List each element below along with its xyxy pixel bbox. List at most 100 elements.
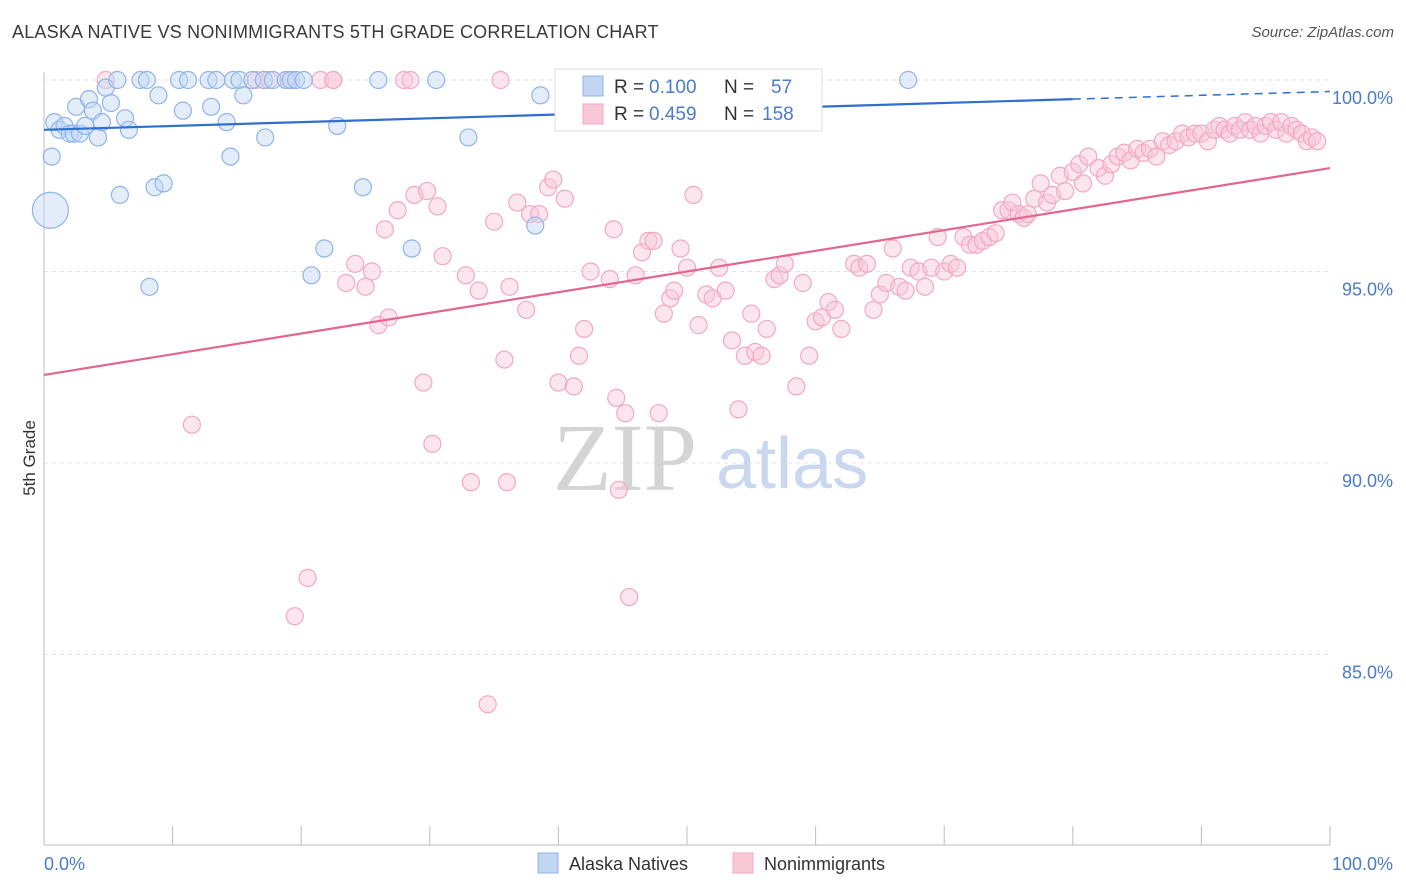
- data-point-alaska-natives: [217, 113, 236, 132]
- data-point-nonimmigrants: [665, 281, 684, 300]
- data-point-nonimmigrants: [793, 273, 812, 293]
- data-point-alaska-natives: [101, 93, 120, 113]
- data-point-alaska-natives: [92, 113, 111, 132]
- data-point-nonimmigrants: [1073, 174, 1093, 193]
- data-point-nonimmigrants: [1018, 204, 1037, 224]
- legend-swatch-pink: [582, 103, 604, 125]
- data-point-nonimmigrants: [689, 316, 708, 335]
- data-point-nonimmigrants: [375, 220, 394, 239]
- data-point-nonimmigrants: [517, 300, 536, 319]
- data-point-nonimmigrants: [915, 277, 935, 296]
- data-point-alaska-natives: [526, 216, 545, 235]
- data-point-alaska-natives: [149, 86, 168, 105]
- data-point-nonimmigrants: [757, 319, 776, 339]
- data-point-nonimmigrants: [564, 377, 583, 396]
- data-point-nonimmigrants: [469, 281, 488, 300]
- data-point-nonimmigrants: [1272, 113, 1291, 132]
- data-point-alaska-natives: [154, 174, 173, 193]
- data-point-nonimmigrants: [428, 197, 447, 216]
- data-point-nonimmigrants: [508, 193, 527, 212]
- data-point-alaska-natives: [234, 86, 253, 105]
- data-point-nonimmigrants: [456, 266, 475, 285]
- data-point-alaska-natives: [899, 70, 918, 90]
- data-point-nonimmigrants: [500, 277, 519, 296]
- legend-r-value-2: 0.459: [649, 104, 697, 125]
- legend-r-value-1: 0.100: [649, 77, 697, 98]
- data-point-alaska-natives: [281, 70, 301, 90]
- legend-r-label-1: R =: [614, 77, 644, 98]
- data-point-nonimmigrants: [800, 346, 819, 365]
- data-point-alaska-natives: [145, 178, 164, 197]
- data-point-nonimmigrants: [620, 587, 639, 607]
- legend-label-alaska-natives: Alaska Natives: [569, 854, 688, 874]
- y-tick-label: 95.0%: [1342, 280, 1393, 300]
- data-point-nonimmigrants: [1308, 132, 1327, 151]
- data-point-alaska-natives: [531, 86, 550, 105]
- series-nonimmigrants-points: [96, 70, 1327, 714]
- data-point-alaska-natives: [137, 70, 156, 90]
- data-point-alaska-natives: [402, 239, 421, 258]
- data-point-nonimmigrants: [298, 568, 317, 588]
- data-point-nonimmigrants: [485, 212, 504, 231]
- data-point-nonimmigrants: [857, 254, 877, 273]
- data-point-nonimmigrants: [986, 224, 1005, 243]
- data-point-nonimmigrants: [607, 388, 626, 407]
- series-legend: Alaska Natives Nonimmigrants: [537, 852, 885, 874]
- legend-swatch-blue: [582, 75, 604, 97]
- data-point-nonimmigrants: [491, 70, 510, 90]
- data-point-nonimmigrants: [787, 377, 806, 396]
- data-point-nonimmigrants: [832, 319, 851, 339]
- data-point-alaska-natives: [221, 147, 240, 166]
- data-point-nonimmigrants: [1055, 181, 1075, 201]
- data-point-alaska-natives: [79, 90, 99, 109]
- data-point-nonimmigrants: [671, 239, 690, 258]
- data-point-alaska-natives: [276, 70, 295, 90]
- data-point-nonimmigrants: [864, 300, 883, 319]
- data-point-nonimmigrants: [433, 247, 452, 266]
- data-point-nonimmigrants: [752, 346, 771, 365]
- data-point-nonimmigrants: [394, 70, 414, 90]
- data-point-alaska-natives: [294, 70, 313, 90]
- data-point-nonimmigrants: [555, 189, 574, 208]
- data-point-nonimmigrants: [1003, 193, 1022, 212]
- data-point-nonimmigrants: [423, 434, 442, 453]
- data-point-alaska-natives: [207, 70, 226, 90]
- data-point-alaska-natives: [315, 239, 334, 258]
- y-axis-title: 5th Grade: [20, 420, 39, 496]
- data-point-nonimmigrants: [1147, 147, 1166, 166]
- trend-line-nonimmigrants: [43, 167, 1331, 376]
- data-point-nonimmigrants: [947, 258, 967, 277]
- chart-source: Source: ZipAtlas.com: [1251, 24, 1394, 41]
- data-point-nonimmigrants: [182, 415, 201, 434]
- legend-n-label-2: N =: [724, 104, 754, 125]
- data-point-nonimmigrants: [604, 220, 623, 239]
- data-point-nonimmigrants: [883, 239, 902, 258]
- data-point-nonimmigrants: [716, 281, 735, 300]
- x-tick-label-max: 100.0%: [1332, 854, 1393, 874]
- data-point-nonimmigrants: [356, 277, 375, 296]
- y-tick-label: 100.0%: [1332, 88, 1393, 108]
- series-alaska-natives-points: [31, 70, 918, 296]
- data-point-nonimmigrants: [825, 300, 844, 319]
- data-point-nonimmigrants: [644, 231, 663, 250]
- legend-r-label-2: R =: [614, 104, 644, 125]
- data-point-alaska-natives: [173, 101, 192, 120]
- data-point-nonimmigrants: [569, 346, 589, 365]
- data-point-nonimmigrants: [775, 254, 794, 273]
- data-point-nonimmigrants: [478, 695, 497, 714]
- data-point-nonimmigrants: [677, 258, 697, 277]
- trend-line-alaska-natives-extension: [1072, 90, 1331, 100]
- legend-n-label-1: N =: [724, 77, 754, 98]
- data-point-nonimmigrants: [632, 243, 652, 262]
- data-point-nonimmigrants: [639, 231, 658, 250]
- legend-swatch-nonimmigrants: [732, 852, 754, 874]
- data-point-alaska-natives: [178, 70, 198, 90]
- data-point-alaska-natives: [131, 70, 150, 90]
- data-point-nonimmigrants: [495, 350, 514, 369]
- y-tick-labels: 85.0% 90.0% 95.0% 100.0%: [1332, 88, 1393, 683]
- data-point-nonimmigrants: [461, 473, 481, 492]
- data-point-nonimmigrants: [770, 266, 789, 285]
- y-tick-label: 90.0%: [1342, 471, 1393, 491]
- data-point-nonimmigrants: [549, 373, 568, 392]
